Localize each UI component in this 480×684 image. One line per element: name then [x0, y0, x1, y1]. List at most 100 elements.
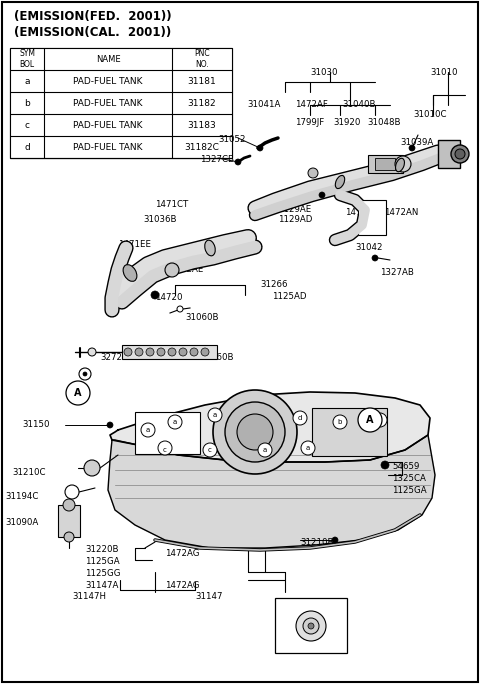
- Text: 1472AN: 1472AN: [384, 208, 419, 217]
- Text: a: a: [173, 419, 177, 425]
- Text: 31036B: 31036B: [143, 215, 177, 224]
- Circle shape: [308, 168, 318, 178]
- Circle shape: [358, 408, 382, 432]
- Text: a: a: [213, 412, 217, 418]
- Text: 31090A: 31090A: [5, 518, 38, 527]
- Circle shape: [451, 145, 469, 163]
- Text: (EMISSION(FED.  2001)): (EMISSION(FED. 2001)): [14, 10, 172, 23]
- Text: 1129AD: 1129AD: [278, 215, 312, 224]
- Text: c: c: [163, 447, 167, 453]
- Circle shape: [381, 461, 389, 469]
- Text: d: d: [24, 142, 30, 151]
- Circle shape: [258, 443, 272, 457]
- Polygon shape: [108, 435, 435, 548]
- Circle shape: [301, 441, 315, 455]
- Text: 31182: 31182: [188, 98, 216, 107]
- Circle shape: [203, 443, 217, 457]
- Text: NAME: NAME: [96, 55, 120, 64]
- Text: 1472AG: 1472AG: [165, 549, 200, 558]
- Text: 31210C: 31210C: [12, 468, 46, 477]
- Text: SYM
BOL: SYM BOL: [19, 49, 35, 68]
- Text: 54659: 54659: [392, 462, 420, 471]
- Text: PAD-FUEL TANK: PAD-FUEL TANK: [73, 142, 143, 151]
- Text: A: A: [366, 415, 374, 425]
- Text: PNC
NO.: PNC NO.: [194, 49, 210, 68]
- Text: 31010C: 31010C: [413, 110, 446, 119]
- Circle shape: [135, 348, 143, 356]
- Bar: [438, 140, 460, 168]
- Text: 1472AF: 1472AF: [345, 208, 378, 217]
- Circle shape: [63, 499, 75, 511]
- Text: 31039A: 31039A: [400, 138, 433, 147]
- Text: 31147H: 31147H: [72, 592, 106, 601]
- Ellipse shape: [336, 175, 345, 189]
- Circle shape: [303, 618, 319, 634]
- Text: PAD-FUEL TANK: PAD-FUEL TANK: [73, 77, 143, 86]
- Circle shape: [165, 263, 179, 277]
- Circle shape: [66, 381, 90, 405]
- Text: 31150: 31150: [22, 420, 49, 429]
- Text: 1472AE: 1472AE: [170, 265, 204, 274]
- Circle shape: [319, 192, 325, 198]
- Circle shape: [141, 423, 155, 437]
- Text: 1125GA: 1125GA: [392, 486, 427, 495]
- Text: a: a: [146, 427, 150, 433]
- Circle shape: [107, 422, 113, 428]
- Text: c: c: [24, 120, 29, 129]
- Circle shape: [293, 411, 307, 425]
- Circle shape: [83, 372, 87, 376]
- Circle shape: [168, 348, 176, 356]
- Bar: [122, 345, 217, 359]
- Text: 1327AB: 1327AB: [380, 268, 414, 277]
- Circle shape: [208, 408, 222, 422]
- Bar: [135, 412, 200, 454]
- Circle shape: [65, 485, 79, 499]
- Bar: [10, 48, 232, 158]
- Circle shape: [257, 145, 263, 151]
- Text: 31220B: 31220B: [85, 545, 119, 554]
- Text: 31182C: 31182C: [185, 142, 219, 151]
- Circle shape: [124, 348, 132, 356]
- Bar: [312, 408, 387, 456]
- Text: 31147A: 31147A: [85, 581, 119, 590]
- Text: a: a: [306, 445, 310, 451]
- Text: 1472AG: 1472AG: [165, 581, 200, 590]
- Circle shape: [455, 149, 465, 159]
- Circle shape: [177, 306, 183, 312]
- Text: 1799JF: 1799JF: [295, 118, 324, 127]
- Circle shape: [157, 348, 165, 356]
- Text: 1472AF: 1472AF: [295, 100, 328, 109]
- Circle shape: [213, 390, 297, 474]
- Bar: [275, 598, 347, 653]
- Text: 1325CA: 1325CA: [392, 474, 426, 483]
- Text: 31147: 31147: [195, 592, 223, 601]
- Text: 31210B: 31210B: [300, 538, 334, 547]
- Text: 31060B: 31060B: [185, 313, 218, 322]
- Text: 31041A: 31041A: [247, 100, 280, 109]
- Text: 31040B: 31040B: [342, 100, 375, 109]
- Text: 31030: 31030: [310, 68, 337, 77]
- Circle shape: [296, 611, 326, 641]
- Ellipse shape: [205, 240, 215, 256]
- Text: PAD-FUEL TANK: PAD-FUEL TANK: [73, 120, 143, 129]
- Bar: [375, 158, 395, 170]
- Circle shape: [79, 368, 91, 380]
- Text: 1471CT: 1471CT: [155, 200, 188, 209]
- Text: d: d: [298, 415, 302, 421]
- Circle shape: [158, 441, 172, 455]
- Bar: [58, 505, 80, 537]
- Circle shape: [64, 532, 74, 542]
- Text: 1471DB: 1471DB: [292, 598, 326, 607]
- Text: b: b: [24, 98, 30, 107]
- Text: 31183: 31183: [188, 120, 216, 129]
- Text: 1125GA: 1125GA: [85, 557, 120, 566]
- Text: (EMISSION(CAL.  2001)): (EMISSION(CAL. 2001)): [14, 26, 171, 39]
- Circle shape: [237, 414, 273, 450]
- Text: 31042: 31042: [355, 243, 383, 252]
- Text: 31160B: 31160B: [200, 353, 233, 362]
- Circle shape: [308, 623, 314, 629]
- Text: PAD-FUEL TANK: PAD-FUEL TANK: [73, 98, 143, 107]
- Text: 1125GG: 1125GG: [85, 569, 120, 578]
- Bar: [368, 155, 403, 173]
- Circle shape: [395, 156, 411, 172]
